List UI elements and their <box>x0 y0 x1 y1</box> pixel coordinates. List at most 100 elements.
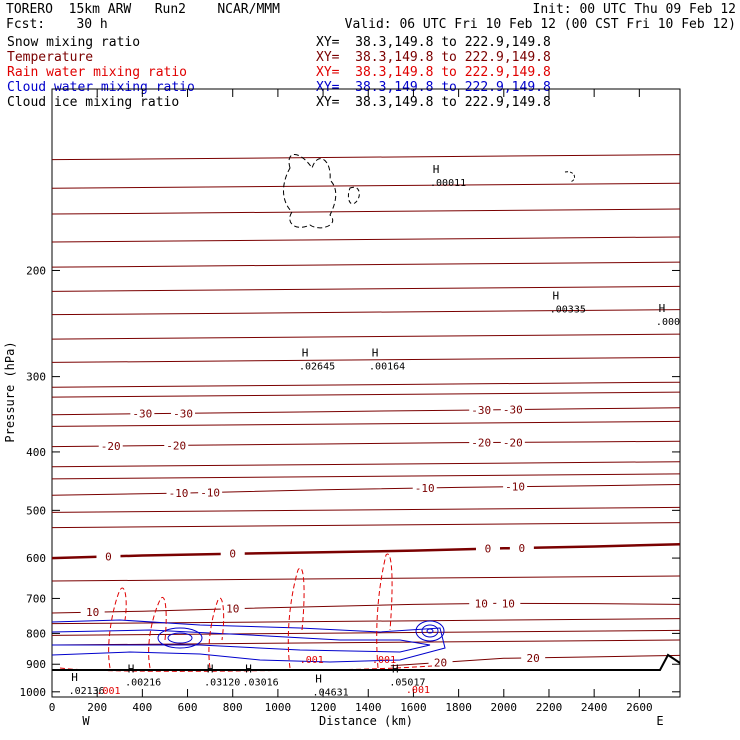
field-xy-cloud-ice: XY= 38.3,149.8 to 222.9,149.8 <box>316 95 551 110</box>
extremum-value: .04631 <box>313 688 349 699</box>
x-tick-label: 400 <box>132 701 152 714</box>
isotherm-line <box>51 261 681 268</box>
extremum-symbol: H <box>71 671 78 684</box>
isotherm-line <box>51 629 681 636</box>
cloud-ice-contour <box>283 154 337 229</box>
extremum-symbol: H <box>552 290 559 303</box>
cloud-water-contour <box>51 619 446 663</box>
x-tick-label: 0 <box>49 701 56 714</box>
isotherm-line <box>51 182 681 189</box>
isotherm-label: 10 <box>226 603 239 616</box>
isotherm-label-bg <box>469 436 494 449</box>
extremum-value: .00011 <box>430 178 466 189</box>
x-tick-label: 600 <box>178 701 198 714</box>
x-tick-label: 2400 <box>581 701 608 714</box>
isotherm-line <box>51 639 681 646</box>
extremum-symbol: H <box>659 302 666 315</box>
field-label-cloud-ice: Cloud ice mixing ratio <box>7 95 180 110</box>
x-axis-left-label: W <box>82 714 90 728</box>
extremum-symbol: H <box>392 663 399 676</box>
isotherm-label: -30 <box>471 404 491 417</box>
isotherm-label-bg <box>220 602 245 615</box>
isotherm-label-bg <box>220 547 245 560</box>
isotherm-label-bg <box>98 440 123 453</box>
isotherm-label-bg <box>509 541 534 554</box>
isotherm-label-bg <box>164 439 189 452</box>
extremum-value: .03016 <box>243 678 279 689</box>
terrain-line <box>52 653 681 671</box>
isotherm-label-bg <box>500 436 525 449</box>
cloud-water-contour <box>51 629 431 653</box>
y-tick-label: 900 <box>26 658 46 671</box>
isotherm-label-bg <box>412 481 437 494</box>
header-line1-right: Init: 00 UTC Thu 09 Feb 12 <box>532 2 737 17</box>
extremum-symbol: H <box>302 346 309 359</box>
isotherm-label-bg <box>171 407 196 420</box>
header-line2-right: Valid: 06 UTC Fri 10 Feb 12 (00 CST Fri … <box>344 17 736 32</box>
cloud-water-contour <box>426 628 434 634</box>
extremum-value: .00164 <box>369 361 405 372</box>
rain-contour-label: .001 <box>372 655 396 666</box>
x-tick-label: 800 <box>223 701 243 714</box>
isotherm-label: -20 <box>503 436 523 449</box>
isotherm-label-bg <box>96 550 121 563</box>
x-tick-label: 1600 <box>400 701 427 714</box>
rain-contour-label: .001 <box>300 655 324 666</box>
cloud-water-contour <box>157 627 203 649</box>
isotherm-label: -20 <box>471 436 491 449</box>
y-tick-label: 500 <box>26 504 46 517</box>
extremum-value: .00216 <box>125 678 161 689</box>
isotherm-line <box>51 575 681 582</box>
isotherm-label: -10 <box>505 481 525 494</box>
rain-contour <box>208 597 225 669</box>
isotherm-line <box>51 356 681 363</box>
isotherm-line <box>51 208 681 215</box>
isotherm-line <box>51 420 681 427</box>
extremum-symbol: H <box>207 663 214 676</box>
isotherm-line <box>51 618 681 625</box>
isotherm-line <box>51 309 681 316</box>
temperature-isotherms: -30 -30 -30 -30 -20 -20 -20 -20 -10 -10 -10 -10 0 0 0 0… <box>51 154 681 669</box>
extremum-value: .00335 <box>550 305 586 316</box>
field-xy-cloud-water: XY= 38.3,149.8 to 222.9,149.8 <box>316 80 551 95</box>
isotherm-line <box>51 333 681 340</box>
isotherm-line <box>51 154 681 161</box>
isotherm-label: -10 <box>169 487 189 500</box>
isotherm-label: 0 <box>105 550 112 563</box>
isotherm-line <box>51 461 681 468</box>
extremum-value: .05017 <box>389 678 425 689</box>
y-tick-label: 600 <box>26 552 46 565</box>
field-label-rain: Rain water mixing ratio <box>7 65 188 80</box>
isotherm-label-bg <box>475 542 500 555</box>
isotherm-label: -30 <box>173 407 193 420</box>
isotherm-label: 0 <box>229 548 236 561</box>
y-tick-label: 800 <box>26 627 46 640</box>
isotherm-label: -30 <box>503 404 523 417</box>
isotherm-label-bg <box>198 486 223 499</box>
isotherm-label-bg <box>428 656 453 669</box>
extremum-value: .03120 <box>204 678 240 689</box>
x-tick-label: 1000 <box>265 701 292 714</box>
x-tick-label: 1400 <box>355 701 382 714</box>
isotherm-line <box>51 381 681 388</box>
isotherm-label: 10 <box>86 606 99 619</box>
isotherm-label: -20 <box>101 440 121 453</box>
rain-contour <box>376 553 393 669</box>
axis-ticks: 0 200 400 600 800 1000 1200 1400 1600 1800 2000 220… <box>20 89 680 714</box>
isotherm-line <box>51 391 681 398</box>
y-axis-title: Pressure (hPa) <box>3 341 17 442</box>
isotherm-line <box>51 285 681 292</box>
y-tick-label: 700 <box>26 592 46 605</box>
y-tick-label: 300 <box>26 371 46 384</box>
y-tick-label: 1000 <box>20 686 47 699</box>
rain-contour <box>287 567 305 669</box>
isotherm-line <box>51 542 681 560</box>
isotherm-label: 20 <box>434 656 447 669</box>
isotherm-line <box>51 440 681 448</box>
rain-contour <box>148 597 167 669</box>
field-xy-rain: XY= 38.3,149.8 to 222.9,149.8 <box>316 65 551 80</box>
rain-contour-label: .001 <box>96 686 120 697</box>
isotherm-label: 10 <box>475 598 488 611</box>
cloud-water-contour <box>167 632 193 644</box>
extremum-value: .02645 <box>299 361 335 372</box>
